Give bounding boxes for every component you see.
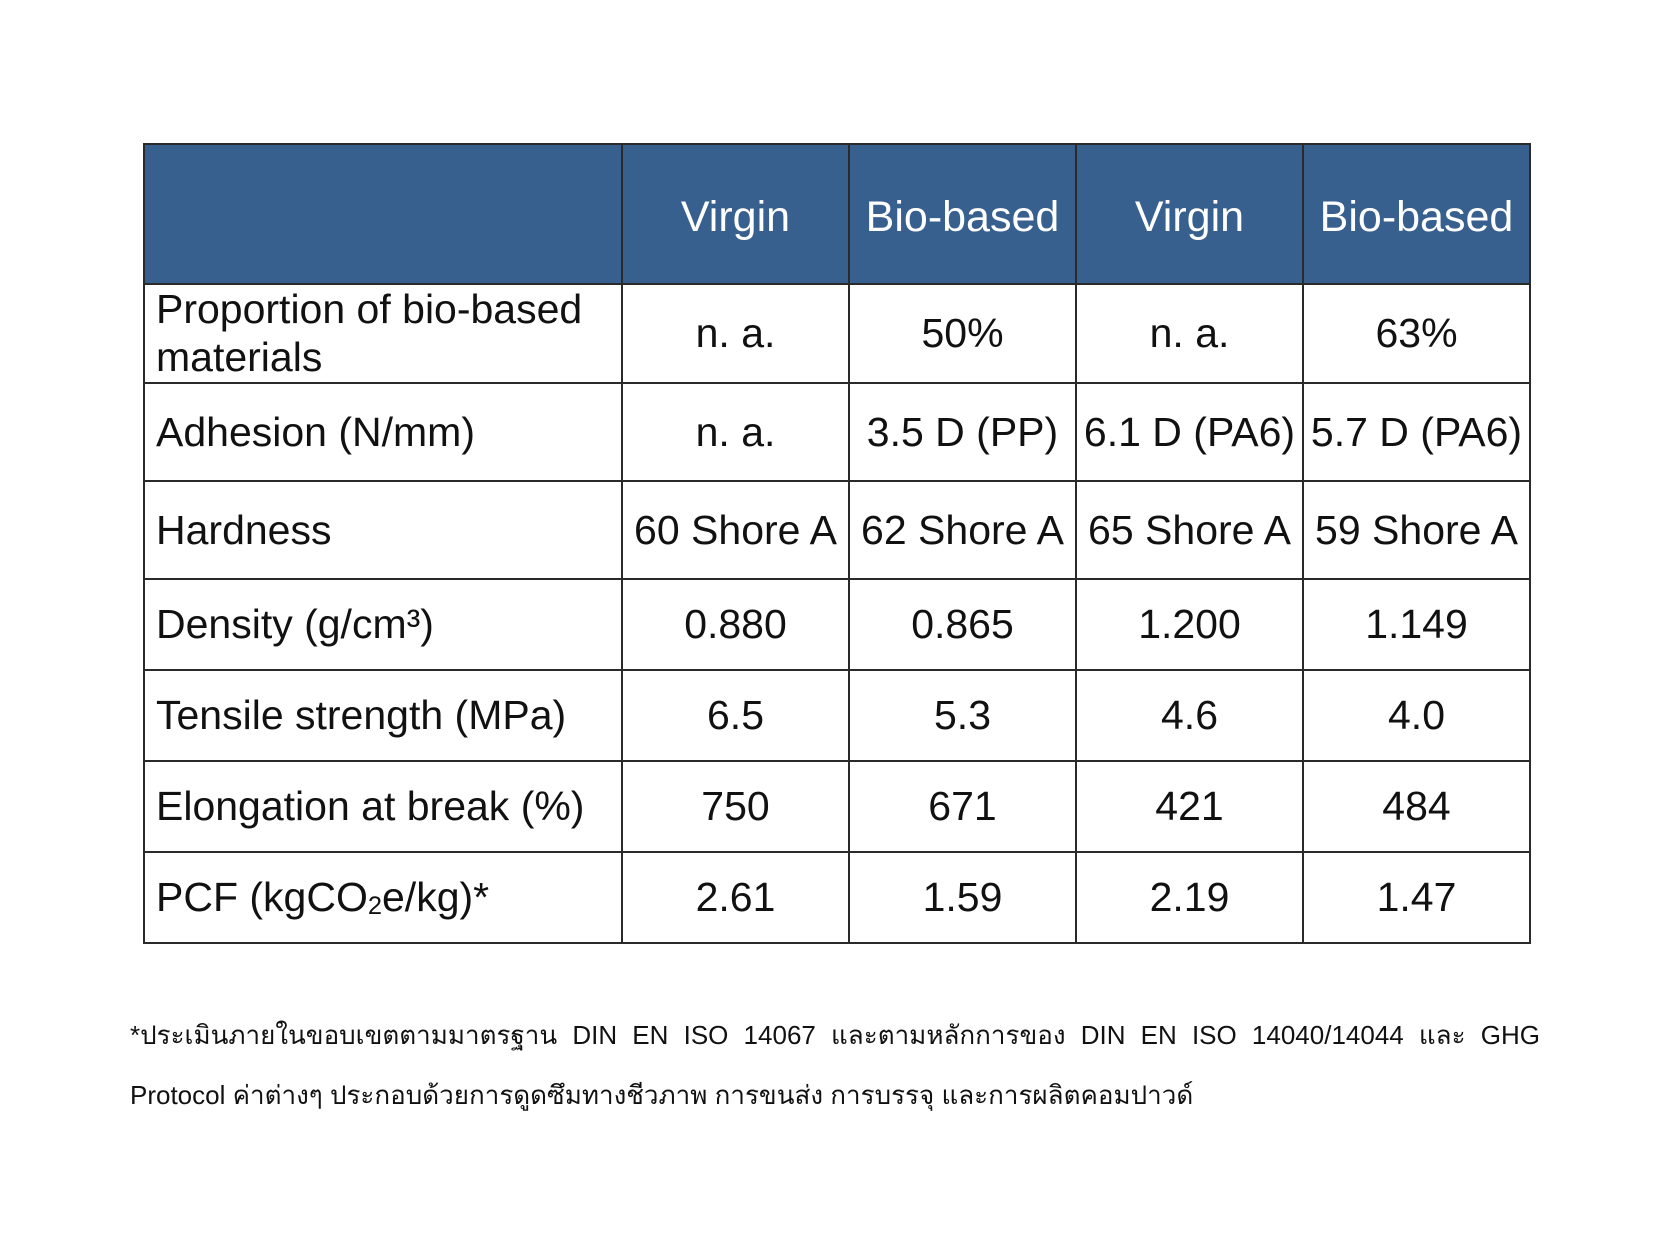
table-cell: 1.200 xyxy=(1075,577,1304,671)
table-cell: 671 xyxy=(848,759,1077,853)
header-cell-virgin-1: Virgin xyxy=(621,143,850,285)
table-cell: 60 Shore A xyxy=(621,479,850,580)
pcf-label-suffix: e/kg)* xyxy=(382,874,490,921)
row-label: Proportion of bio-based materials xyxy=(143,283,623,384)
header-cell-bio-based-1: Bio-based xyxy=(848,143,1077,285)
table-cell: 50% xyxy=(848,283,1077,384)
table-cell: 6.5 xyxy=(621,668,850,762)
pcf-label-prefix: PCF (kgCO xyxy=(156,874,368,921)
header-cell-blank xyxy=(143,143,623,285)
table-cell: 1.47 xyxy=(1302,850,1531,944)
header-cell-virgin-2: Virgin xyxy=(1075,143,1304,285)
table-cell: 0.880 xyxy=(621,577,850,671)
table-cell: 0.865 xyxy=(848,577,1077,671)
table-cell: 4.0 xyxy=(1302,668,1531,762)
table-cell: 5.7 D (PA6) xyxy=(1302,381,1531,482)
table-cell: 6.1 D (PA6) xyxy=(1075,381,1304,482)
row-label: Tensile strength (MPa) xyxy=(143,668,623,762)
table-cell: 65 Shore A xyxy=(1075,479,1304,580)
table-cell: 421 xyxy=(1075,759,1304,853)
table-cell: 4.6 xyxy=(1075,668,1304,762)
table-cell: 1.149 xyxy=(1302,577,1531,671)
table-cell: n. a. xyxy=(621,381,850,482)
table-cell: 3.5 D (PP) xyxy=(848,381,1077,482)
header-row: Virgin Bio-based Virgin Bio-based xyxy=(143,143,1531,285)
footnote: *ประเมินภายในขอบเขตตามมาตรฐาน DIN EN ISO… xyxy=(130,1020,1540,1110)
table-cell: 62 Shore A xyxy=(848,479,1077,580)
row-label: PCF (kgCO2e/kg)* xyxy=(143,850,623,944)
table-cell: n. a. xyxy=(1075,283,1304,384)
row-label: Adhesion (N/mm) xyxy=(143,381,623,482)
header-cell-bio-based-2: Bio-based xyxy=(1302,143,1531,285)
table-cell: 1.59 xyxy=(848,850,1077,944)
table-cell: 63% xyxy=(1302,283,1531,384)
table-row: Elongation at break (%) 750 671 421 484 xyxy=(143,759,1531,853)
table-row: Adhesion (N/mm) n. a. 3.5 D (PP) 6.1 D (… xyxy=(143,381,1531,482)
table-row: Density (g/cm³) 0.880 0.865 1.200 1.149 xyxy=(143,577,1531,671)
table-cell: 484 xyxy=(1302,759,1531,853)
pcf-label-subscript: 2 xyxy=(367,892,382,921)
table-row: PCF (kgCO2e/kg)* 2.61 1.59 2.19 1.47 xyxy=(143,850,1531,944)
table-cell: 59 Shore A xyxy=(1302,479,1531,580)
table-cell: 5.3 xyxy=(848,668,1077,762)
table-row: Tensile strength (MPa) 6.5 5.3 4.6 4.0 xyxy=(143,668,1531,762)
properties-table: Virgin Bio-based Virgin Bio-based Propor… xyxy=(143,143,1531,944)
table-cell: n. a. xyxy=(621,283,850,384)
table-cell: 2.19 xyxy=(1075,850,1304,944)
table-cell: 750 xyxy=(621,759,850,853)
table-row: Proportion of bio-based materials n. a. … xyxy=(143,283,1531,384)
row-label: Density (g/cm³) xyxy=(143,577,623,671)
row-label: Hardness xyxy=(143,479,623,580)
row-label: Elongation at break (%) xyxy=(143,759,623,853)
table-row: Hardness 60 Shore A 62 Shore A 65 Shore … xyxy=(143,479,1531,580)
table-cell: 2.61 xyxy=(621,850,850,944)
